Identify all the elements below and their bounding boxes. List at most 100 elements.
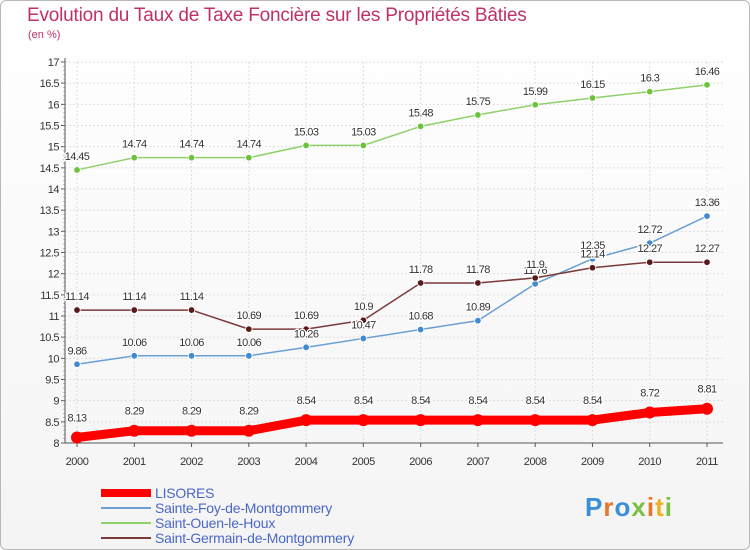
legend-label: Saint-Ouen-le-Houx <box>155 515 276 531</box>
x-tick-label: 2006 <box>409 456 432 468</box>
data-labels: 8.13 8.29 8.29 8.29 8.54 8.54 8.54 8.54 8.54 8.54… <box>63 65 721 426</box>
data-label: 8.81 <box>697 384 716 396</box>
data-label: 10.06 <box>179 337 204 349</box>
data-point <box>128 424 141 437</box>
data-label: 10.89 <box>466 302 491 314</box>
y-tick-label: 10.5 <box>40 332 60 344</box>
data-label: 15.75 <box>466 96 491 108</box>
y-tick-label: 14.5 <box>40 163 60 175</box>
data-point <box>474 316 482 325</box>
data-point <box>359 141 368 150</box>
data-label: 10.68 <box>408 311 433 323</box>
data-point <box>185 424 198 437</box>
data-label: 10.06 <box>122 337 147 349</box>
legend-item: LISORES <box>101 485 421 501</box>
data-point <box>416 325 425 334</box>
y-tick-label: 12 <box>48 269 60 281</box>
legend-item: Saint-Germain-de-Montgommery <box>101 530 421 546</box>
data-label: 10.26 <box>294 328 319 340</box>
data-point <box>73 360 81 368</box>
data-label: 10.9 <box>354 301 373 313</box>
data-point <box>416 279 425 287</box>
series-line-0 <box>72 404 712 442</box>
y-tick-label: 16 <box>48 99 60 111</box>
y-tick-label: 17 <box>48 57 60 69</box>
data-point <box>302 141 310 150</box>
series <box>71 81 713 444</box>
x-tick-label: 2004 <box>295 456 318 468</box>
data-point <box>130 352 138 360</box>
legend-swatch <box>101 507 151 509</box>
y-tick-label: 13 <box>48 226 60 238</box>
legend-swatch <box>101 489 151 497</box>
data-point <box>474 279 482 287</box>
data-label: 13.36 <box>695 197 720 209</box>
proxiti-logo: Proxiti <box>585 492 673 522</box>
data-label: 11.14 <box>180 291 204 303</box>
x-tick-label: 2003 <box>237 456 260 468</box>
data-label: 8.54 <box>583 395 602 407</box>
data-point <box>357 414 370 427</box>
data-label: 16.46 <box>695 66 720 78</box>
grid <box>65 61 723 444</box>
y-tick-label: 16.5 <box>40 78 60 90</box>
y-tick-label: 9.5 <box>45 375 59 387</box>
data-point <box>586 414 599 427</box>
data-point <box>245 153 253 162</box>
data-label: 15.03 <box>294 126 319 138</box>
data-label: 11.9 <box>526 259 545 271</box>
legend-label: Saint-Germain-de-Montgommery <box>155 530 355 546</box>
data-point <box>242 424 255 437</box>
legend-label: LISORES <box>155 485 215 501</box>
y-tick-label: 10 <box>48 353 60 365</box>
data-label: 15.99 <box>523 86 548 98</box>
data-point <box>531 274 539 282</box>
data-label: 8.54 <box>354 395 373 407</box>
data-point <box>71 431 83 444</box>
data-point <box>130 306 138 314</box>
data-point <box>471 414 484 427</box>
data-label: 14.45 <box>65 151 90 163</box>
chart-title: Evolution du Taux de Taxe Foncière sur l… <box>27 5 527 26</box>
data-point <box>359 316 368 324</box>
data-label: 10.06 <box>237 337 262 349</box>
data-label: 12.35 <box>580 240 605 252</box>
data-label: 11.14 <box>122 291 146 303</box>
x-tick-label: 2009 <box>581 456 604 468</box>
legend-swatch <box>101 522 151 524</box>
data-label: 12.14 <box>580 249 605 261</box>
y-tick-label: 11 <box>49 311 60 323</box>
y-tick-label: 15.5 <box>40 121 60 133</box>
data-point <box>703 258 711 266</box>
x-tick-label: 2010 <box>638 456 661 468</box>
data-label: 9.86 <box>67 345 86 357</box>
data-label: 10.69 <box>294 310 319 322</box>
data-label: 8.54 <box>411 395 430 407</box>
data-point <box>302 325 310 333</box>
data-point <box>187 153 196 162</box>
y-tick-label: 9 <box>53 396 59 408</box>
axes: 8 8.5 9 9.5 10 10.5 11 11.5 12 12.5 13 13.5 14 14.5 15… <box>40 57 723 468</box>
x-tick-label: 2002 <box>180 456 203 468</box>
data-point <box>646 87 654 96</box>
data-point <box>245 352 253 360</box>
data-point <box>359 334 368 343</box>
chart-subtitle: (en %) <box>28 29 61 41</box>
data-point <box>531 101 539 109</box>
data-label: 12.27 <box>637 243 662 255</box>
data-point <box>588 94 597 102</box>
svg-text:Proxiti: Proxiti <box>585 492 673 522</box>
data-point <box>529 414 542 427</box>
x-tick-label: 2007 <box>466 456 489 468</box>
series-line-3 <box>76 261 708 330</box>
data-label: 8.29 <box>182 406 201 418</box>
data-point <box>703 212 711 220</box>
data-point <box>703 81 711 89</box>
data-point <box>474 111 482 119</box>
data-label: 11.78 <box>409 264 433 276</box>
x-tick-label: 2005 <box>352 456 375 468</box>
data-point <box>588 255 597 263</box>
data-label: 12.27 <box>695 243 720 255</box>
data-point <box>302 343 310 352</box>
x-tick-label: 2008 <box>524 456 547 468</box>
